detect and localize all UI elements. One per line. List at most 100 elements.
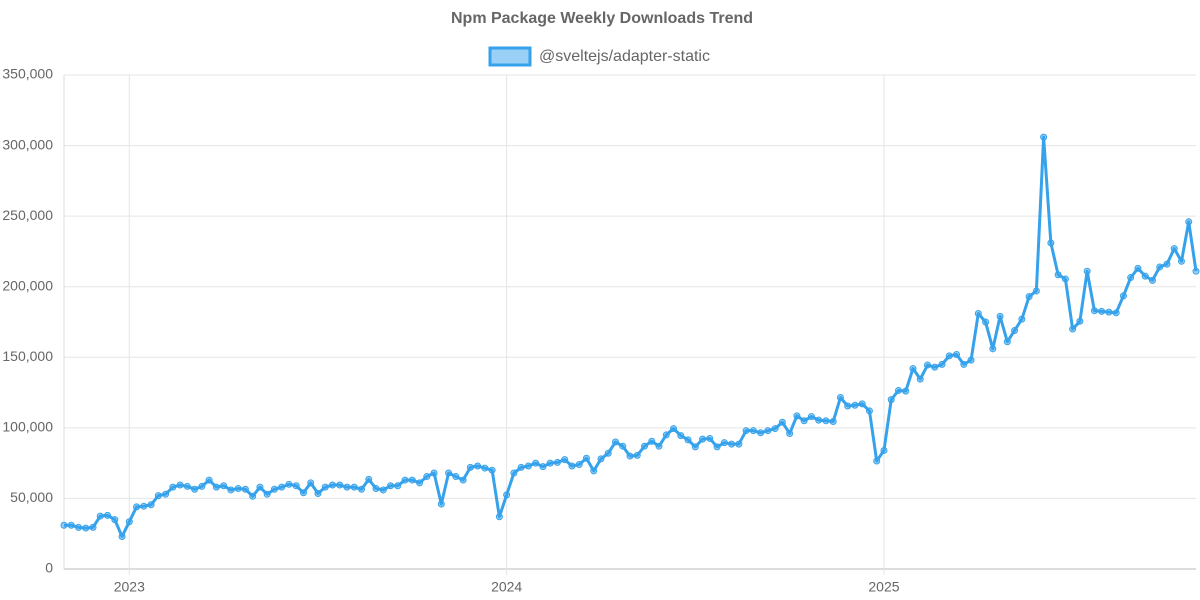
data-point — [1047, 239, 1055, 247]
data-point — [1119, 292, 1127, 300]
data-point — [60, 521, 68, 529]
data-point — [299, 489, 307, 497]
data-point — [706, 434, 714, 442]
data-point — [1003, 338, 1011, 346]
data-point — [989, 345, 997, 353]
data-point — [633, 451, 641, 459]
data-point — [1011, 326, 1019, 334]
y-tick-label: 0 — [45, 560, 53, 576]
data-point — [1127, 274, 1135, 282]
data-point — [822, 417, 830, 425]
data-point — [764, 427, 772, 435]
data-point — [82, 524, 90, 532]
data-point — [858, 400, 866, 408]
data-point — [1040, 133, 1048, 141]
data-point — [1141, 272, 1149, 280]
data-point — [1163, 260, 1171, 268]
y-tick-label: 200,000 — [2, 277, 53, 293]
data-point — [713, 443, 721, 451]
data-point — [916, 375, 924, 383]
data-point — [728, 440, 736, 448]
data-point — [176, 481, 184, 489]
data-point — [234, 485, 242, 493]
data-point — [198, 482, 206, 490]
data-point — [336, 481, 344, 489]
data-point — [430, 469, 438, 477]
data-point — [1076, 317, 1084, 325]
data-point — [241, 485, 249, 493]
data-point — [379, 486, 387, 494]
data-point — [568, 462, 576, 470]
data-point — [372, 485, 380, 493]
data-point — [437, 500, 445, 508]
data-point — [677, 432, 685, 440]
data-point — [742, 427, 750, 435]
data-point — [394, 482, 402, 490]
data-point — [524, 462, 532, 470]
data-point — [699, 435, 707, 443]
data-point — [670, 425, 678, 433]
data-point — [292, 482, 300, 490]
data-point — [350, 483, 358, 491]
data-point — [1090, 307, 1098, 315]
data-point — [220, 482, 228, 490]
data-point — [517, 463, 525, 471]
data-point — [503, 491, 511, 499]
data-point — [786, 430, 794, 438]
data-point — [829, 418, 837, 426]
data-point — [365, 475, 373, 483]
series-line — [64, 135, 1198, 539]
data-point — [474, 462, 482, 470]
data-point — [807, 413, 815, 421]
legend-swatch — [488, 46, 532, 67]
data-point — [611, 438, 619, 446]
data-point — [626, 452, 634, 460]
y-tick-label: 50,000 — [10, 489, 53, 505]
data-point — [924, 361, 932, 369]
data-point — [648, 437, 656, 445]
x-tick-label: 2023 — [114, 579, 145, 595]
data-point — [162, 490, 170, 498]
data-point — [1112, 309, 1120, 317]
data-point — [1025, 293, 1033, 301]
data-point — [416, 479, 424, 487]
data-point — [459, 476, 467, 484]
data-point — [387, 482, 395, 490]
data-point — [270, 485, 278, 493]
data-point — [314, 489, 322, 497]
data-point — [953, 350, 961, 358]
data-point — [597, 455, 605, 463]
data-point — [873, 457, 881, 465]
data-point — [546, 459, 554, 467]
data-point — [1177, 257, 1185, 265]
y-tick-label: 150,000 — [2, 348, 53, 364]
data-point — [1061, 275, 1069, 283]
data-point — [1105, 308, 1113, 316]
data-point — [1185, 218, 1193, 226]
data-point — [75, 523, 83, 531]
data-point — [212, 483, 220, 491]
data-point — [894, 386, 902, 394]
data-point — [539, 463, 547, 471]
data-point — [749, 427, 757, 435]
data-point — [800, 417, 808, 425]
legend-label: @sveltejs/adapter-static — [539, 48, 710, 65]
data-point — [974, 310, 982, 318]
data-point — [655, 442, 663, 450]
chart-title: Npm Package Weekly Downloads Trend — [451, 10, 753, 27]
data-point — [844, 402, 852, 410]
data-point — [125, 518, 133, 526]
data-point — [328, 481, 336, 489]
data-point — [1192, 267, 1200, 275]
data-point — [1148, 276, 1156, 284]
data-point — [104, 511, 112, 519]
data-point — [1170, 245, 1178, 253]
data-point — [1098, 307, 1106, 315]
data-point — [278, 483, 286, 491]
data-point — [147, 501, 155, 509]
data-point — [982, 318, 990, 326]
data-point — [401, 476, 409, 484]
data-point — [938, 360, 946, 368]
data-point — [909, 365, 917, 373]
